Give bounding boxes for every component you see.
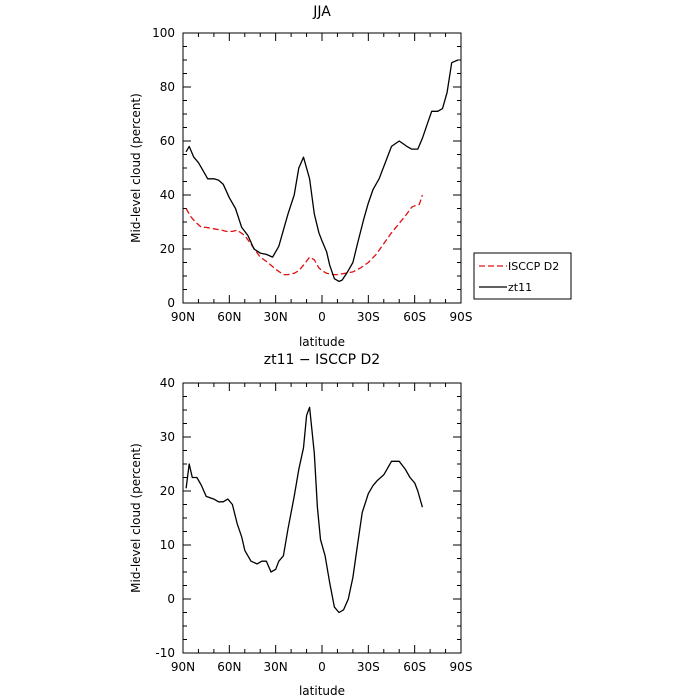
bottom-chart-x-tick-label: 90N xyxy=(171,660,195,674)
bottom-chart-y-tick-label: 10 xyxy=(160,538,175,552)
bottom-chart-y-tick-label: 40 xyxy=(160,376,175,390)
top-chart-x-tick-label: 30S xyxy=(357,310,380,324)
top-chart-series-line-zt11 xyxy=(185,59,459,283)
bottom-chart-series-line-difference xyxy=(185,406,424,614)
bottom-chart-y-tick-label: -10 xyxy=(155,646,175,660)
top-chart-y-axis-label: Mid-level cloud (percent) xyxy=(129,93,143,243)
bottom-chart-x-tick-label: 60N xyxy=(217,660,241,674)
bottom-chart-title: zt11 − ISCCP D2 xyxy=(264,352,380,368)
top-chart-y-tick-label: 80 xyxy=(160,80,175,94)
top-chart-lines xyxy=(185,59,459,283)
bottom-chart-x-tick-label: 30S xyxy=(357,660,380,674)
bottom-chart-y-tick-label: 30 xyxy=(160,430,175,444)
legend-label-isccp-d2: ISCCP D2 xyxy=(508,260,559,273)
legend: ISCCP D2 zt11 xyxy=(473,252,572,300)
bottom-chart-ticks: 90N 60N 30N 0 30S 60S 90S -10 0 10 20 30 40 xyxy=(155,376,472,674)
bottom-chart-y-axis-label: Mid-level cloud (percent) xyxy=(129,443,143,593)
top-chart-y-tick-label: 40 xyxy=(160,188,175,202)
top-chart-y-tick-label: 0 xyxy=(167,296,175,310)
legend-box xyxy=(473,252,572,300)
top-chart-title: JJA xyxy=(312,4,331,20)
bottom-chart-x-axis-label: latitude xyxy=(299,684,345,698)
top-chart-y-tick-label: 20 xyxy=(160,242,175,256)
bottom-chart-lines xyxy=(185,406,424,614)
top-chart-y-tick-label: 60 xyxy=(160,134,175,148)
bottom-chart-y-tick-label: 20 xyxy=(160,484,175,498)
top-chart-plot-frame xyxy=(182,32,462,304)
bottom-chart-y-tick-label: 0 xyxy=(167,592,175,606)
bottom-chart-plot-frame xyxy=(182,382,462,654)
top-chart-x-tick-label: 90N xyxy=(171,310,195,324)
bottom-chart-panel: zt11 − ISCCP D2 latitude Mid-level cloud… xyxy=(129,352,472,698)
legend-label-zt11: zt11 xyxy=(508,281,532,294)
top-chart-x-tick-label: 30N xyxy=(264,310,288,324)
bottom-chart-x-tick-label: 30N xyxy=(264,660,288,674)
top-chart-x-tick-label: 60N xyxy=(217,310,241,324)
top-chart-x-tick-label: 0 xyxy=(318,310,326,324)
top-chart-x-axis-label: latitude xyxy=(299,335,345,349)
top-chart-x-tick-label: 60S xyxy=(403,310,426,324)
top-chart-series-line-isccp-d2 xyxy=(185,194,424,276)
top-chart-x-tick-label: 90S xyxy=(450,310,473,324)
bottom-chart-x-tick-label: 0 xyxy=(318,660,326,674)
top-chart-ticks: 90N 60N 30N 0 30S 60S 90S 0 20 40 60 80 100 xyxy=(152,26,472,324)
top-chart-y-tick-label: 100 xyxy=(152,26,175,40)
bottom-chart-x-tick-label: 90S xyxy=(450,660,473,674)
top-chart-panel: JJA latitude Mid-level cloud (percent) 9… xyxy=(129,4,472,349)
bottom-chart-x-tick-label: 60S xyxy=(403,660,426,674)
